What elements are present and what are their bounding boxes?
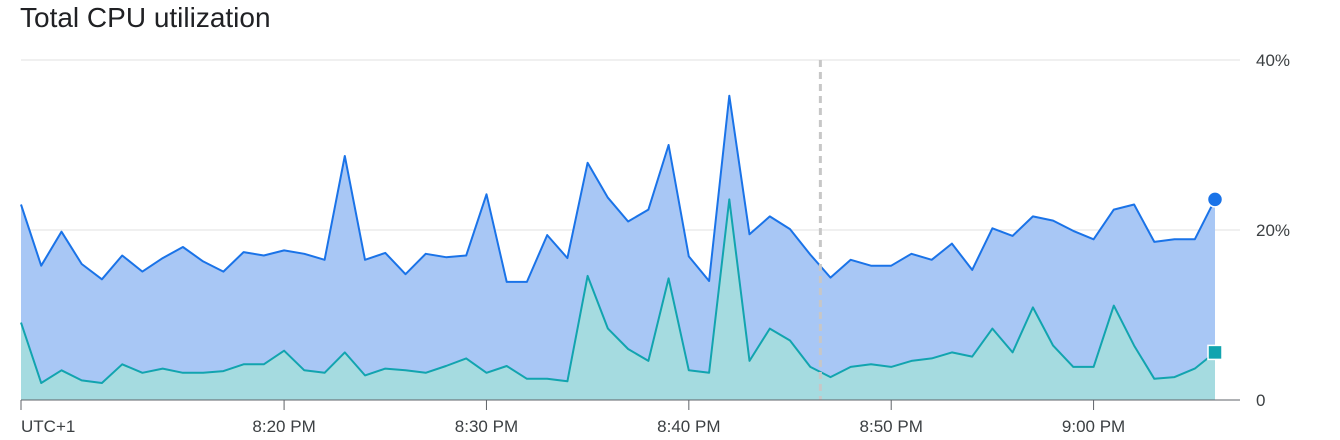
- y-tick-label: 20%: [1256, 221, 1290, 240]
- series-1-end-marker[interactable]: [1206, 191, 1224, 208]
- series-1-area: [21, 95, 1215, 400]
- series-end-markers: [1206, 191, 1224, 361]
- y-tick-label: 40%: [1256, 51, 1290, 70]
- series-2-area: [21, 199, 1215, 400]
- x-tick-label: 9:00 PM: [1062, 417, 1125, 436]
- y-tick-label: 0: [1256, 391, 1265, 410]
- x-axis-ticks: UTC+1 8:20 PM 8:30 PM 8:40 PM 8:50 PM 9:00 PM: [20, 400, 1125, 436]
- y-axis-ticks: 0 20% 40%: [1256, 51, 1290, 410]
- grid-lines: [21, 59, 1240, 231]
- x-tick-label: 8:40 PM: [657, 417, 720, 436]
- chart-title: Total CPU utilization: [20, 2, 271, 33]
- series-areas: [21, 95, 1215, 400]
- series-2-line[interactable]: [20, 198, 1216, 384]
- series-2-end-marker[interactable]: [1207, 344, 1223, 361]
- series-lines: [20, 94, 1216, 384]
- timezone-label: UTC+1: [21, 417, 75, 436]
- x-tick-label: 8:50 PM: [860, 417, 923, 436]
- series-1-line[interactable]: [20, 94, 1216, 283]
- x-tick-label: 8:20 PM: [252, 417, 315, 436]
- x-tick-label: 8:30 PM: [455, 417, 518, 436]
